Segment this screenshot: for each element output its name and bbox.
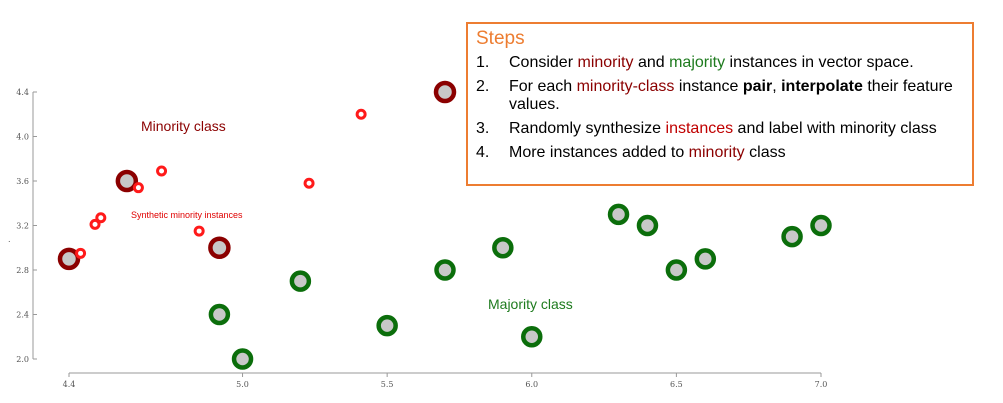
y-tick-label: 3.2 — [16, 222, 29, 231]
majority-point — [810, 214, 832, 237]
majority-point — [694, 248, 717, 270]
step-item: 3. Randomly synthesize instances and labe… — [476, 120, 964, 138]
step-text-part: minority — [577, 54, 634, 71]
step-text-part: instance — [674, 78, 743, 95]
step-text-part: majority — [669, 54, 726, 71]
step-text-part: For each — [509, 78, 577, 95]
majority-point — [208, 303, 231, 326]
step-item: 2. For each minority-class instance pair,… — [476, 78, 964, 114]
step-text: Randomly synthesize instances and label … — [509, 120, 964, 138]
step-text-part: minority — [688, 144, 745, 161]
step-text-part: and label with minority class — [733, 120, 937, 137]
step-text-part: instances in vector space. — [725, 54, 914, 71]
y-tick-label: 4.0 — [16, 133, 29, 142]
steps-panel: Steps 1. Consider minority and majority i… — [466, 22, 974, 186]
y-axis-marker: . — [8, 235, 11, 244]
step-number: 1. — [476, 54, 490, 71]
x-tick-label: 5.0 — [236, 380, 249, 389]
step-text-part: class — [744, 144, 786, 161]
synthetic-point — [132, 182, 144, 194]
majority-point — [492, 237, 514, 259]
step-text-part: minority-class — [576, 78, 675, 95]
synthetic-point — [95, 212, 107, 224]
minority-class-label: Minority class — [141, 118, 226, 134]
step-number: 2. — [476, 78, 490, 95]
x-tick-label: 4.4 — [63, 380, 76, 389]
synthetic-point — [303, 177, 315, 189]
majority-point — [781, 225, 803, 248]
annotations: Minority class Synthetic minority instan… — [131, 118, 573, 312]
y-tick-label: 4.4 — [16, 88, 29, 97]
synthetic-point — [89, 218, 101, 230]
step-text-part: More instances added to — [509, 144, 689, 161]
x-tick-label: 5.5 — [381, 380, 394, 389]
majority-point — [289, 270, 312, 292]
majority-point — [376, 314, 398, 337]
minority-point — [57, 247, 81, 271]
step-text-part: instances — [665, 120, 734, 137]
x-tick-label: 7.0 — [815, 380, 828, 389]
step-number: 4. — [476, 144, 490, 161]
step-number: 3. — [476, 120, 490, 137]
majority-point — [636, 214, 659, 237]
synthetic-point — [156, 165, 168, 177]
step-text: More instances added to minority class — [509, 144, 964, 162]
axes: 2.0 2.4 2.8 3.2 3.6 4.0 4.4 4.4 5.0 5.5 6.0 6.5 7.0. — [8, 88, 827, 389]
majority-point — [231, 348, 254, 370]
step-text-part: pair — [742, 78, 773, 95]
x-tick-label: 6.0 — [525, 380, 538, 389]
y-tick-label: 2.4 — [16, 311, 29, 320]
step-item: 4. More instances added to minority class — [476, 144, 964, 162]
majority-class-label: Majority class — [488, 296, 573, 312]
data-points — [57, 80, 832, 370]
steps-title: Steps — [476, 28, 525, 49]
step-text: Consider minority and majority instances… — [509, 54, 964, 72]
minority-point — [208, 236, 231, 259]
step-text-part: Consider — [509, 54, 578, 71]
x-tick-label: 6.5 — [670, 380, 683, 389]
step-text-part: interpolate — [781, 78, 863, 95]
step-text-part: and — [633, 54, 670, 71]
synthetic-point — [355, 108, 367, 120]
synthetic-instances-label: Synthetic minority instances — [131, 210, 243, 220]
minority-point — [115, 169, 139, 193]
majority-point — [665, 259, 688, 281]
y-tick-label: 2.8 — [16, 266, 29, 275]
synthetic-point — [75, 247, 87, 259]
synthetic-point — [193, 225, 205, 237]
step-item: 1. Consider minority and majority instanc… — [476, 54, 964, 72]
step-text: For each minority-class instance pair, i… — [509, 78, 964, 114]
majority-point — [434, 259, 456, 281]
majority-point — [521, 326, 543, 348]
step-text-part: Randomly synthesize — [509, 120, 666, 137]
y-tick-label: 3.6 — [16, 177, 29, 186]
minority-point — [433, 80, 457, 104]
step-text-part: , — [772, 78, 782, 95]
majority-point — [607, 203, 630, 226]
y-tick-label: 2.0 — [16, 355, 29, 364]
steps-list: 1. Consider minority and majority instanc… — [476, 54, 964, 162]
step-text-part: their feature values. — [509, 78, 953, 113]
